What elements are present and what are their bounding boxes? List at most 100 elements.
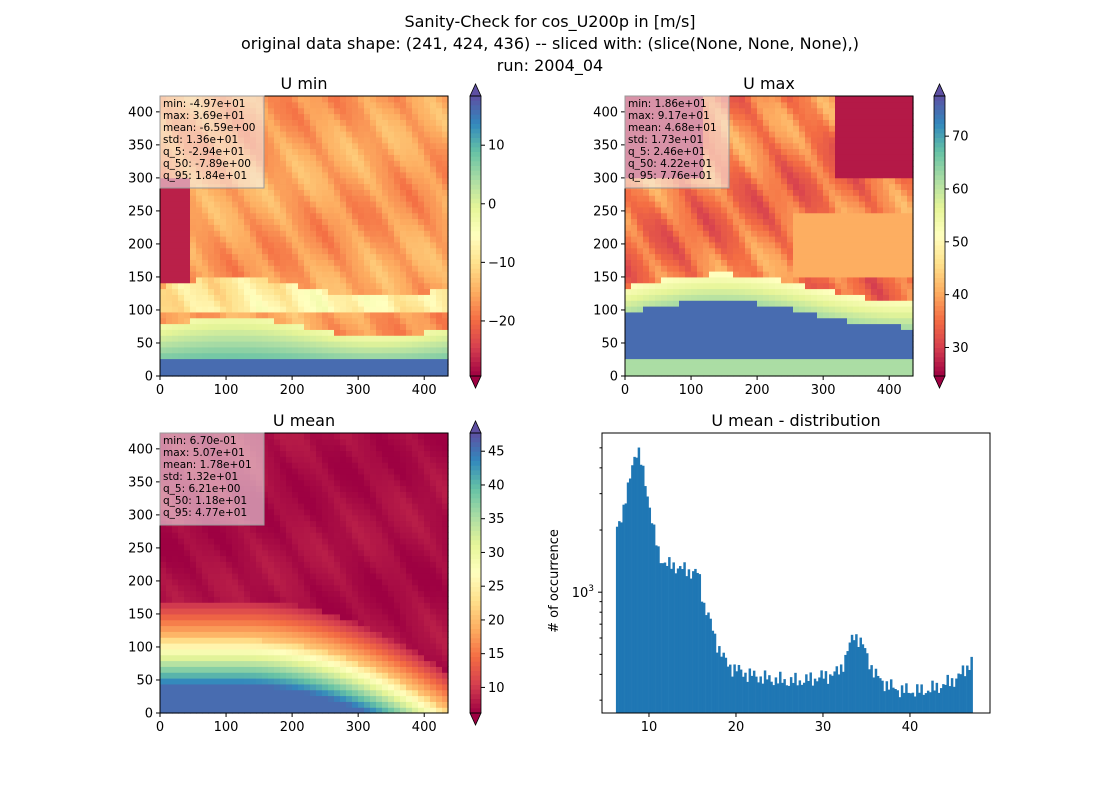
heatmap-cell [685, 241, 692, 249]
heatmap-cell [244, 206, 251, 214]
heatmap-cell [292, 352, 299, 360]
heatmap-cell [901, 206, 908, 214]
heatmap-cell [799, 113, 806, 120]
heatmap-cell [769, 113, 776, 120]
heatmap-cell [172, 707, 179, 714]
heatmap-cell [424, 253, 431, 260]
heatmap-cell [865, 212, 872, 220]
heatmap-cell [799, 183, 806, 190]
heatmap-cell [799, 96, 806, 103]
heatmap-cell [280, 241, 287, 249]
heatmap-cell [208, 358, 215, 365]
heatmap-cell [190, 311, 197, 319]
heatmap-cell [799, 335, 806, 342]
heatmap-cell [286, 311, 293, 319]
heatmap-cell [190, 276, 197, 284]
heatmap-cell [250, 358, 257, 365]
heatmap-cell [805, 142, 812, 150]
heatmap-cell [661, 294, 668, 301]
stats-line: std: 1.73e+01 [628, 134, 703, 146]
heatmap-cell [352, 311, 359, 319]
heatmap-cell [733, 189, 740, 196]
heatmap-cell [751, 346, 758, 354]
heatmap-cell [691, 195, 698, 202]
heatmap-cell [661, 241, 668, 249]
heatmap-cell [292, 335, 299, 342]
heatmap-cell [364, 195, 371, 202]
heatmap-cell [244, 358, 251, 365]
colorbar-segment [934, 105, 945, 111]
heatmap-cell [388, 224, 395, 231]
heatmap-cell [286, 189, 293, 196]
stats-line: std: 1.36e+01 [163, 134, 238, 146]
heatmap-cell [220, 259, 227, 266]
heatmap-cell [895, 311, 902, 319]
heatmap-cell [847, 300, 854, 307]
heatmap-cell [841, 247, 848, 255]
heatmap-cell [781, 119, 788, 126]
heatmap-cell [787, 154, 794, 161]
heatmap-cell [292, 218, 299, 225]
heatmap-cell [298, 241, 305, 249]
heatmap-cell [352, 201, 359, 208]
heatmap-cell [286, 142, 293, 150]
heatmap-cell [757, 218, 764, 225]
heatmap-cell [160, 259, 167, 266]
heatmap-cell [679, 329, 686, 336]
heatmap-cell [322, 247, 329, 255]
heatmap-cell [406, 166, 413, 173]
heatmap-cell [220, 282, 227, 290]
heatmap-cell [865, 253, 872, 260]
heatmap-cell [244, 288, 251, 295]
heatmap-cell [763, 311, 770, 319]
heatmap-cell [829, 101, 836, 109]
heatmap-cell [352, 136, 359, 144]
heatmap-cell [322, 364, 329, 371]
heatmap-cell [322, 294, 329, 301]
heatmap-cell [841, 154, 848, 161]
heatmap-cell [160, 346, 167, 354]
heatmap-cell [841, 282, 848, 290]
heatmap-cell [865, 346, 872, 354]
heatmap-cell [709, 323, 716, 330]
x-tick-label: 200 [745, 383, 770, 398]
heatmap-cell [811, 370, 818, 377]
heatmap-cell [673, 300, 680, 307]
heatmap-cell [280, 171, 287, 179]
heatmap-cell [763, 247, 770, 255]
heatmap-cell [667, 265, 674, 272]
heatmap-cell [178, 230, 185, 237]
heatmap-cell [817, 206, 824, 214]
heatmap-cell [673, 358, 680, 365]
heatmap-cell [256, 282, 263, 290]
heatmap-cell [304, 253, 311, 260]
heatmap-cell [901, 230, 908, 237]
heatmap-cell [697, 276, 704, 284]
heatmap-cell [232, 288, 239, 295]
heatmap-cell [394, 364, 401, 371]
heatmap-cell [382, 335, 389, 342]
heatmap-cell [727, 317, 734, 325]
heatmap-cell [310, 177, 317, 185]
heatmap-cell [781, 183, 788, 190]
heatmap-cell [412, 276, 419, 284]
heatmap-cell [208, 212, 215, 220]
heatmap-cell [376, 288, 383, 295]
heatmap-cell [274, 183, 281, 190]
heatmap-cell [292, 171, 299, 179]
heatmap-cell [418, 329, 425, 336]
heatmap-cell [352, 236, 359, 243]
heatmap-cell [424, 364, 431, 371]
heatmap-cell [256, 358, 263, 365]
heatmap-cell [424, 189, 431, 196]
heatmap-cell [769, 288, 776, 295]
heatmap-cell [811, 107, 818, 115]
heatmap-cell [685, 306, 692, 313]
heatmap-cell [304, 346, 311, 354]
heatmap-cell [316, 341, 323, 348]
heatmap-cell [268, 253, 275, 260]
heatmap-cell [853, 311, 860, 319]
heatmap-cell [691, 329, 698, 336]
heatmap-cell [178, 643, 185, 650]
